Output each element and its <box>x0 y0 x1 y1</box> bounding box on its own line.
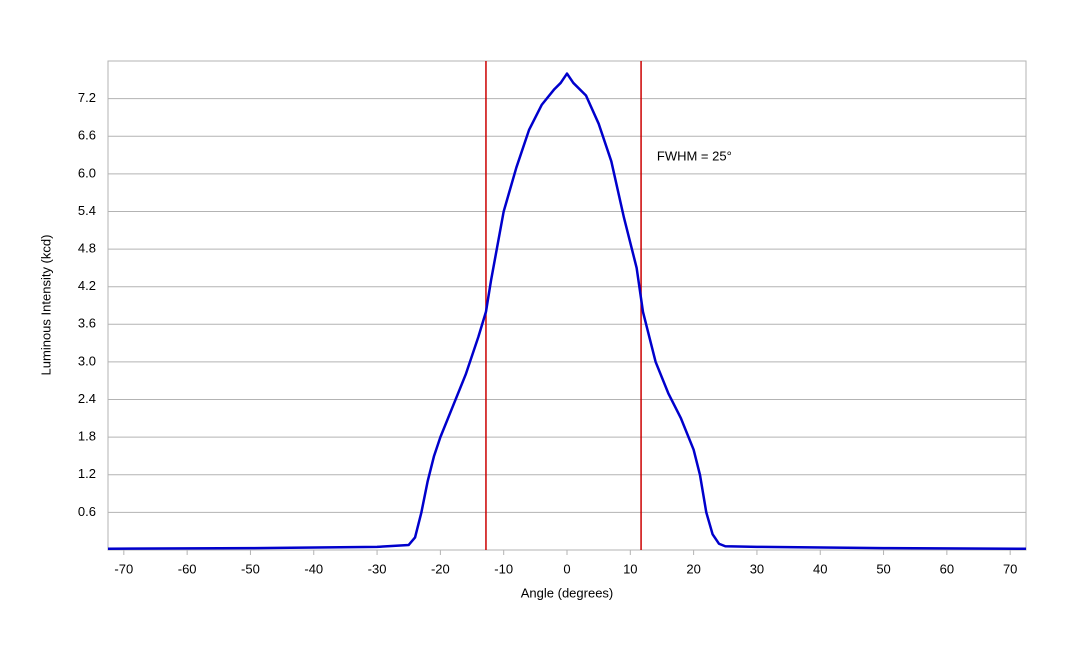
x-tick-label: 70 <box>1003 561 1017 576</box>
y-tick-label: 7.2 <box>78 90 96 105</box>
x-tick-label: -60 <box>178 561 197 576</box>
x-tick-label: -50 <box>241 561 260 576</box>
y-tick-label: 2.4 <box>78 391 96 406</box>
y-axis-title: Luminous Intensity (kcd) <box>38 235 53 376</box>
y-tick-label: 0.6 <box>78 504 96 519</box>
y-tick-label: 6.0 <box>78 165 96 180</box>
y-tick-label: 3.0 <box>78 353 96 368</box>
x-tick-label: 50 <box>876 561 890 576</box>
x-axis-title: Angle (degrees) <box>521 585 614 600</box>
x-tick-label: -70 <box>114 561 133 576</box>
x-tick-label: -20 <box>431 561 450 576</box>
data-line <box>107 72 1027 550</box>
x-tick-label: -30 <box>368 561 387 576</box>
y-tick-label: 4.8 <box>78 241 96 256</box>
y-tick-label: 6.6 <box>78 128 96 143</box>
x-tick-label: -10 <box>494 561 513 576</box>
x-tick-label: 30 <box>750 561 764 576</box>
x-tick-label: 10 <box>623 561 637 576</box>
y-tick-label: 5.4 <box>78 203 96 218</box>
plot-border <box>107 60 1027 551</box>
x-tick-label: 60 <box>940 561 954 576</box>
x-tick-label: 40 <box>813 561 827 576</box>
x-tick-label: -40 <box>304 561 323 576</box>
y-tick-label: 3.6 <box>78 316 96 331</box>
annotation: FWHM = 25° <box>657 148 732 163</box>
x-tick-label: 0 <box>563 561 570 576</box>
y-tick-label: 1.2 <box>78 466 96 481</box>
y-tick-label: 1.8 <box>78 429 96 444</box>
y-tick-label: 4.2 <box>78 278 96 293</box>
x-tick-label: 20 <box>686 561 700 576</box>
